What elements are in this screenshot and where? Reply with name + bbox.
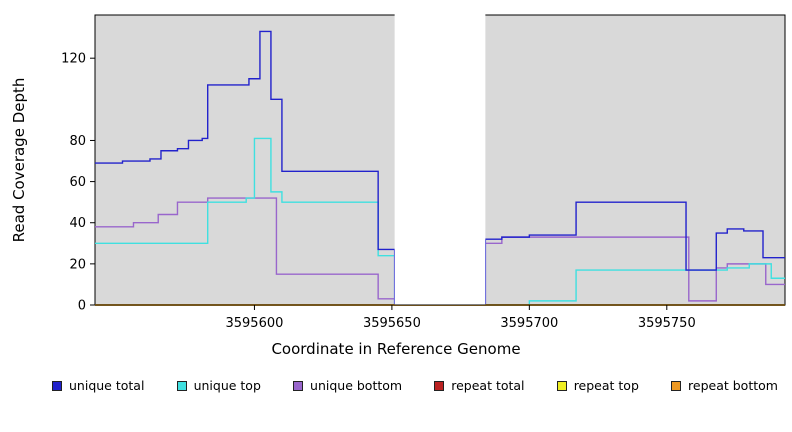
legend-label: unique bottom [310, 378, 403, 393]
y-tick-label: 20 [69, 257, 86, 272]
legend-swatch-repeat-top [556, 380, 567, 391]
masked-region [394, 13, 486, 305]
legend-item-unique-top: unique top [176, 378, 261, 393]
legend-label: unique total [69, 378, 145, 393]
legend-swatch-unique-total [52, 380, 62, 391]
legend-label: unique top [193, 378, 261, 393]
legend: unique total unique top unique bottom repea… [0, 378, 792, 393]
legend-item-unique-bottom: unique bottom [293, 378, 402, 393]
y-tick-label: 0 [78, 299, 86, 314]
x-axis-title: Coordinate in Reference Genome [271, 340, 521, 358]
legend-item-repeat-total: repeat total [434, 378, 525, 393]
legend-label: repeat total [451, 378, 525, 393]
series-unique-total [95, 30, 785, 306]
legend-swatch-repeat-bottom [671, 380, 682, 391]
legend-item-repeat-top: repeat top [556, 378, 639, 393]
legend-swatch-repeat-total [434, 380, 445, 391]
legend-item-repeat-bottom: repeat bottom [671, 378, 778, 393]
y-tick-label: 60 [69, 175, 86, 190]
x-tick-label: 3595650 [363, 316, 421, 331]
y-tick-label: 120 [61, 52, 86, 67]
x-tick-label: 3595700 [500, 316, 558, 331]
coverage-chart: 3595600 3595650 3595700 3595750 0 20 40 60 80 120… [10, 13, 786, 331]
y-axis-title: Read Coverage Depth [10, 78, 28, 243]
legend-swatch-unique-top [176, 380, 187, 391]
y-tick-label: 40 [69, 216, 86, 231]
legend-item-unique-total: unique total [52, 378, 144, 393]
y-tick-label: 80 [69, 134, 86, 149]
x-tick-label: 3595600 [225, 316, 283, 331]
legend-label: repeat bottom [688, 378, 778, 393]
x-tick-label: 3595750 [638, 316, 696, 331]
legend-label: repeat top [573, 378, 639, 393]
legend-swatch-unique-bottom [293, 380, 304, 391]
